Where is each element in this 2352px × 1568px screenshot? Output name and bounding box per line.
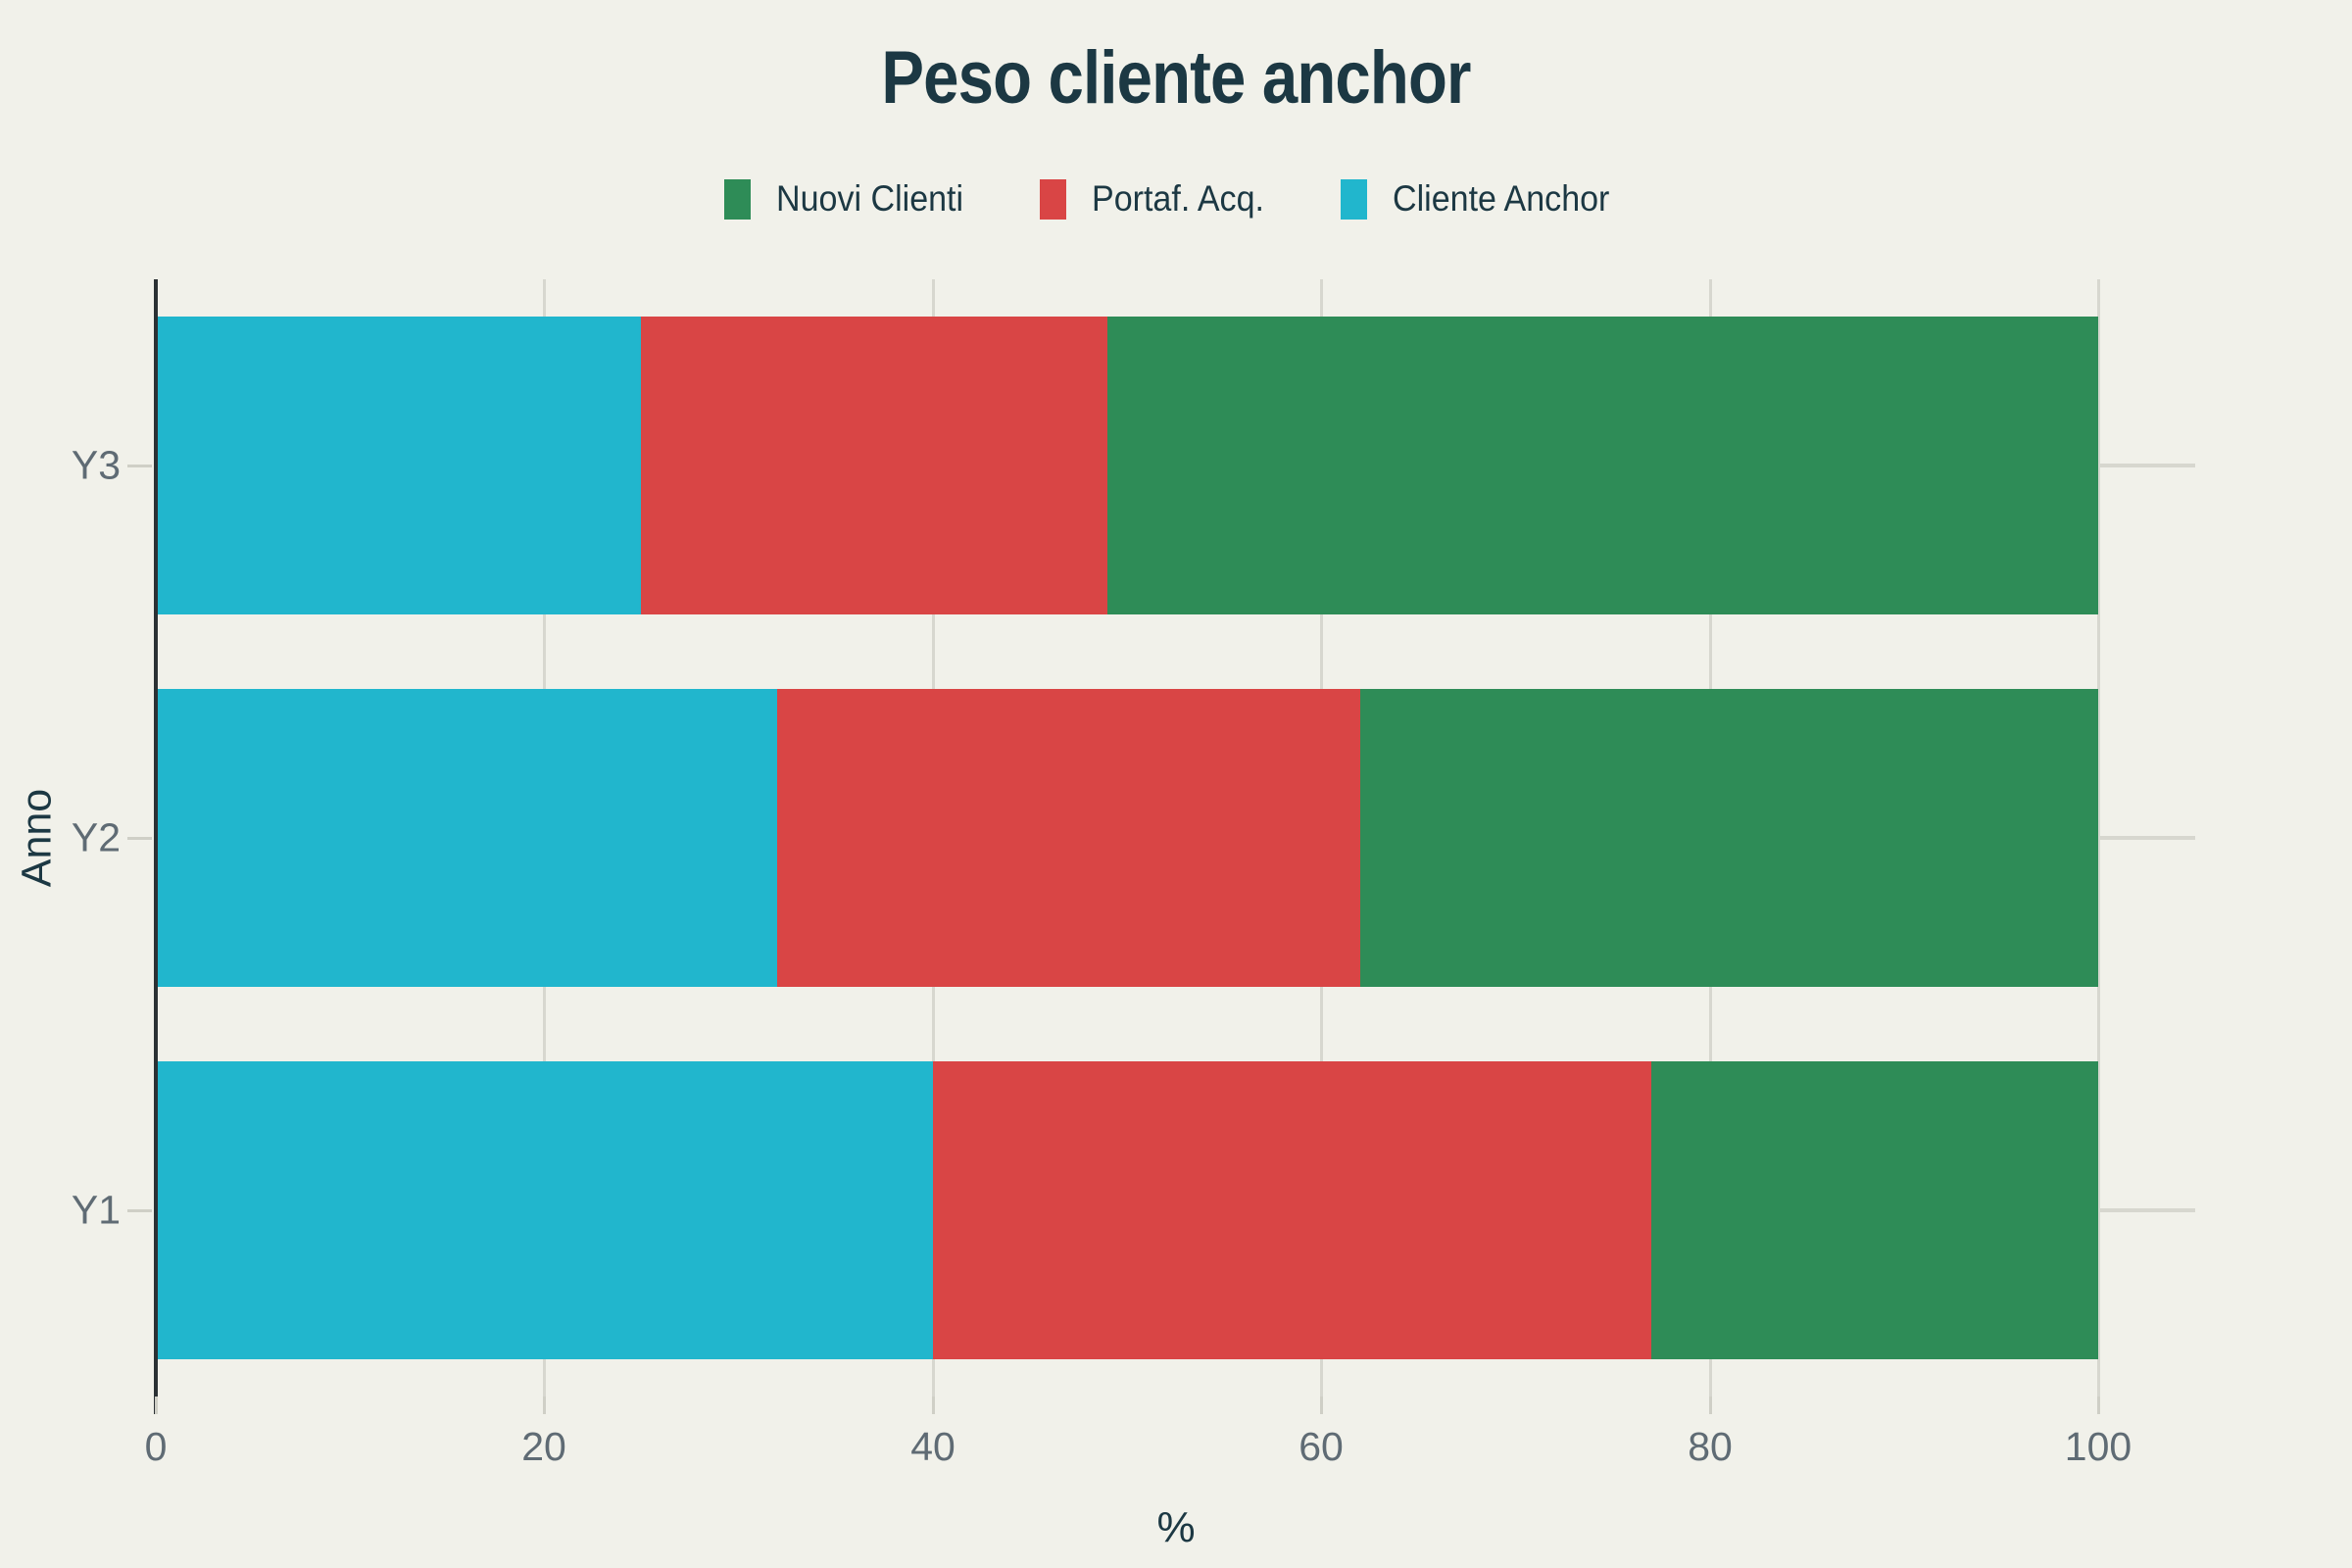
x-tick-label: 80 xyxy=(1688,1424,1733,1469)
y-tick xyxy=(127,1209,152,1212)
x-tick xyxy=(543,1396,546,1414)
y-axis-title: Anno xyxy=(13,788,61,888)
bar-segment[interactable] xyxy=(641,317,1107,614)
bar-segment[interactable] xyxy=(1651,1061,2098,1359)
bar-segment[interactable] xyxy=(777,689,1360,987)
y-tick-label: Y2 xyxy=(71,814,121,860)
bar-segment[interactable] xyxy=(1107,317,2098,614)
x-tick-label: 100 xyxy=(2064,1424,2132,1469)
x-tick xyxy=(1320,1396,1323,1414)
x-tick xyxy=(932,1396,935,1414)
x-tick-label: 60 xyxy=(1298,1424,1344,1469)
y-axis-line xyxy=(154,279,158,1414)
legend-swatch xyxy=(1340,178,1367,220)
legend-label: Cliente Anchor xyxy=(1392,178,1610,219)
x-tick xyxy=(155,1396,158,1414)
x-tick-label: 0 xyxy=(144,1424,168,1469)
legend-swatch xyxy=(723,178,751,220)
y-tick-label: Y3 xyxy=(71,442,121,488)
x-tick xyxy=(2097,1396,2100,1414)
legend-item[interactable]: Nuovi Clienti xyxy=(723,178,980,220)
x-tick xyxy=(1709,1396,1712,1414)
x-axis-title: % xyxy=(1156,1503,1196,1551)
legend-label: Portaf. Acq. xyxy=(1092,178,1265,219)
x-tick-label: 20 xyxy=(521,1424,566,1469)
y-tick xyxy=(127,837,152,840)
bar-segment[interactable] xyxy=(156,689,777,987)
y-tick-label: Y1 xyxy=(71,1187,121,1233)
legend-item[interactable]: Portaf. Acq. xyxy=(1040,178,1279,220)
bar-segment[interactable] xyxy=(933,1061,1651,1359)
bar-segment[interactable] xyxy=(156,317,641,614)
y-tick xyxy=(127,465,152,467)
legend-label: Nuovi Clienti xyxy=(775,178,963,219)
legend-item[interactable]: Cliente Anchor xyxy=(1340,178,1629,220)
x-tick-label: 40 xyxy=(910,1424,956,1469)
legend: Nuovi Clienti Portaf. Acq. Cliente Anchor xyxy=(0,178,2352,220)
bar-segment[interactable] xyxy=(156,1061,933,1359)
plot-area: Y1 Y2 Y3 0 20 40 60 80 100 xyxy=(72,279,2195,1469)
chart-title: Peso cliente anchor xyxy=(881,36,1471,120)
legend-swatch xyxy=(1040,178,1067,220)
bar-segment[interactable] xyxy=(1360,689,2098,987)
